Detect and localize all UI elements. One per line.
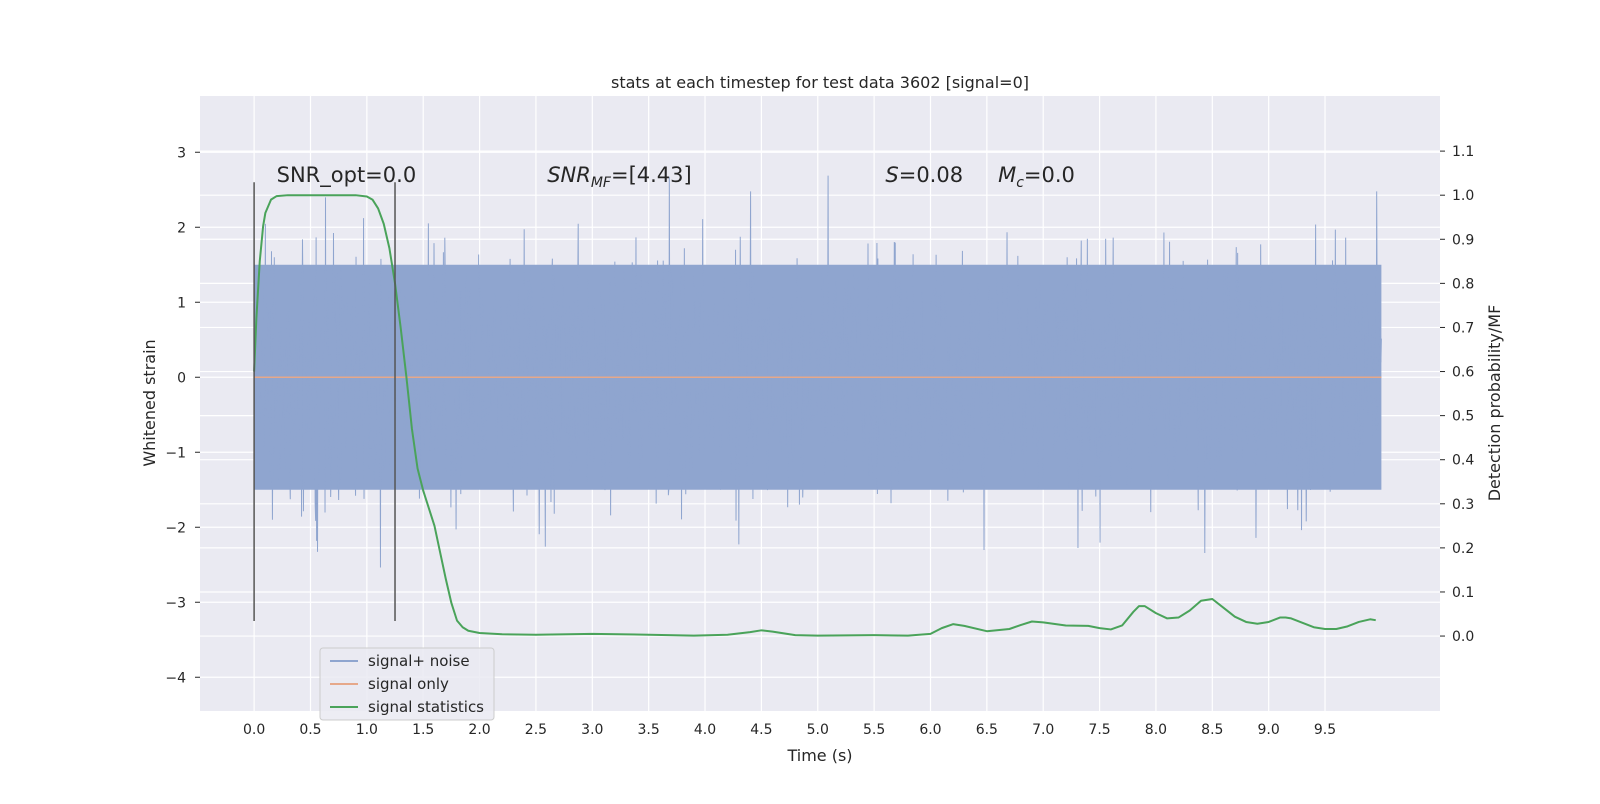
y-tick-label: 1 [177, 295, 186, 311]
x-tick-label: 3.5 [638, 722, 660, 738]
axes: 0.0 0.5 1.0 1.5 2.0 2.5 3.0 3.5 4.0 4.5 5.0 5.5 6.0 6… [165, 144, 1474, 738]
legend: signal+ noise signal only signal statist… [319, 647, 495, 721]
y2-tick-label: 0.2 [1452, 541, 1474, 557]
y2-tick-label: 0.8 [1452, 276, 1474, 292]
y-tick-label: 0 [177, 370, 186, 386]
y2-tick-label: 0.3 [1452, 497, 1474, 513]
y2-tick-label: 0.6 [1452, 365, 1474, 381]
x-tick-label: 7.0 [1032, 722, 1054, 738]
y2-axis-label: Detection probability/MF [1485, 305, 1504, 502]
x-tick-label: 9.5 [1314, 722, 1336, 738]
series-signal-noise [253, 175, 1382, 568]
y-axis-label: Whitened strain [140, 339, 159, 466]
chart-title: stats at each timestep for test data 360… [611, 73, 1029, 92]
x-tick-label: 0.0 [243, 722, 265, 738]
legend-label-signal-statistics: signal statistics [368, 698, 484, 716]
y-tick-label: −4 [165, 670, 186, 686]
y2-tick-label: 0.1 [1452, 585, 1474, 601]
x-axis-label: Time (s) [786, 746, 852, 765]
y2-tick-label: 0.7 [1452, 320, 1474, 336]
x-tick-label: 8.5 [1201, 722, 1223, 738]
legend-box [319, 647, 495, 721]
x-tick-label: 5.5 [863, 722, 885, 738]
y2-tick-label: 0.9 [1452, 232, 1474, 248]
x-tick-label: 6.0 [919, 722, 941, 738]
x-tick-label: 2.0 [468, 722, 490, 738]
legend-label-signal-only: signal only [368, 675, 449, 693]
x-tick-label: 7.5 [1088, 722, 1110, 738]
y-tick-label: −1 [165, 445, 186, 461]
annotation-text: SNR_opt=0.0 [277, 163, 417, 188]
x-tick-label: 1.5 [412, 722, 434, 738]
annotations: SNR_opt=0.0 SNRMF=[4.43] S=0.08 Mc=0.0 [277, 163, 1075, 191]
y2-tick-label: 0.4 [1452, 453, 1474, 469]
y2-tick-label: 1.0 [1452, 188, 1474, 204]
x-tick-label: 4.0 [694, 722, 716, 738]
x-tick-label: 0.5 [299, 722, 321, 738]
x-tick-label: 4.5 [750, 722, 772, 738]
annotation-text: SNRMF=[4.43] [547, 163, 692, 191]
y2-tick-label: 1.1 [1452, 144, 1474, 160]
y-tick-label: 3 [177, 145, 186, 161]
x-tick-label: 9.0 [1258, 722, 1280, 738]
legend-label-signal-noise: signal+ noise [368, 652, 470, 670]
series-signal-statistics [253, 194, 1376, 637]
x-tick-label: 6.5 [976, 722, 998, 738]
y-tick-label: −2 [165, 520, 186, 536]
window-markers [253, 182, 396, 621]
x-tick-label: 3.0 [581, 722, 603, 738]
y2-tick-label: 0.5 [1452, 409, 1474, 425]
y-tick-label: −3 [165, 595, 186, 611]
y-tick-label: 2 [177, 220, 186, 236]
line-series [253, 194, 1382, 637]
annotation-text: Mc=0.0 [998, 163, 1075, 191]
x-tick-label: 1.0 [356, 722, 378, 738]
x-tick-label: 8.0 [1145, 722, 1167, 738]
x-tick-label: 5.0 [807, 722, 829, 738]
annotation-text: S=0.08 [885, 163, 963, 187]
y2-tick-label: 0.0 [1452, 629, 1474, 645]
x-tick-label: 2.5 [525, 722, 547, 738]
